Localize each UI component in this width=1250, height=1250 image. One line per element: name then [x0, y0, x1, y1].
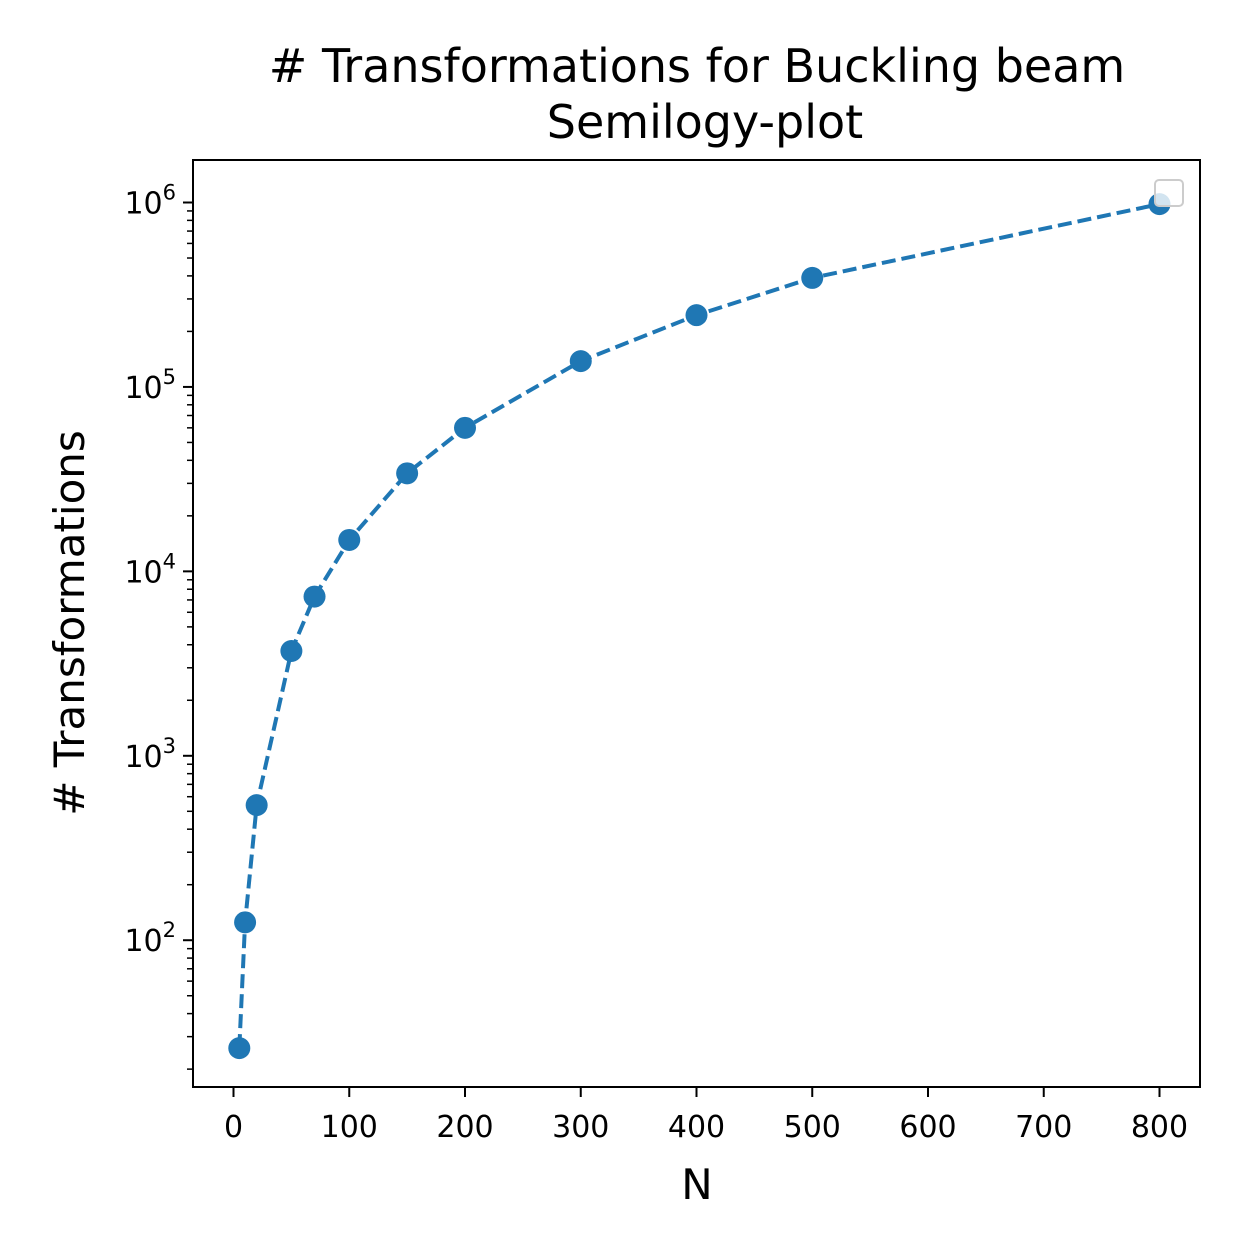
- x-tick-label: 600: [899, 1110, 956, 1145]
- y-tick-label: 102: [124, 918, 176, 959]
- data-point: [685, 304, 708, 327]
- series-line: [237, 202, 1160, 1049]
- x-tick-label: 100: [321, 1110, 378, 1145]
- x-tick-label: 800: [1131, 1110, 1188, 1145]
- legend-box: [1154, 179, 1184, 207]
- data-point: [454, 416, 477, 439]
- data-point: [396, 462, 419, 485]
- x-tick-label: 0: [224, 1110, 243, 1145]
- x-tick-label: 300: [552, 1110, 609, 1145]
- y-tick-label: 104: [124, 549, 176, 590]
- data-point: [303, 585, 326, 608]
- data-point: [234, 911, 257, 934]
- x-tick-label: 400: [668, 1110, 725, 1145]
- axis-ticks: 0 100 200 300 400 500 600 700 800 102 103 104 105 106: [124, 181, 1188, 1145]
- y-tick-label: 105: [124, 365, 176, 406]
- chart-subtitle: Semilogy-plot: [547, 95, 863, 149]
- data-point: [228, 1037, 251, 1060]
- x-tick-label: 200: [436, 1110, 493, 1145]
- data-point: [245, 794, 268, 817]
- y-tick-label: 106: [124, 181, 176, 222]
- data-points: [228, 193, 1171, 1060]
- data-point: [569, 350, 592, 373]
- x-tick-label: 500: [784, 1110, 841, 1145]
- data-point: [801, 266, 824, 289]
- data-point: [338, 528, 361, 551]
- x-tick-label: 700: [1015, 1110, 1072, 1145]
- data-point: [280, 639, 303, 662]
- series-line-group: [237, 202, 1160, 1049]
- plot-frame: [192, 159, 1201, 1088]
- y-tick-label: 103: [124, 734, 176, 775]
- chart-title: # Transformations for Buckling beam: [269, 39, 1125, 93]
- x-axis-label: N: [681, 1160, 712, 1209]
- y-axis-label: # Transformations: [45, 430, 94, 816]
